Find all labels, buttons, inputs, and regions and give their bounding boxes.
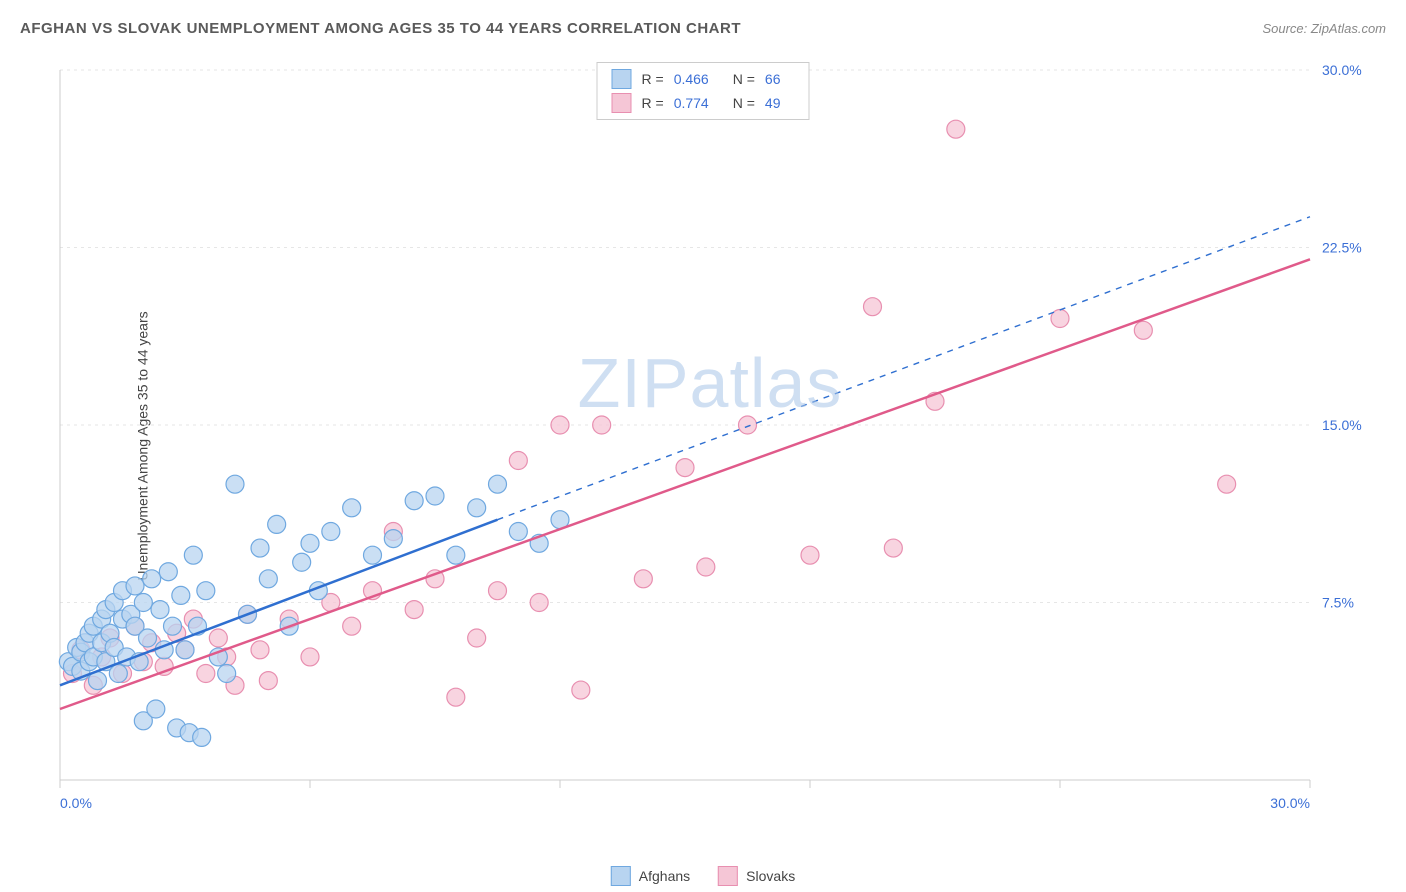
n-value: 49 — [765, 95, 781, 111]
correlation-legend: R = 0.466 N = 66 R = 0.774 N = 49 — [597, 62, 810, 120]
r-label: R = — [642, 71, 664, 87]
legend-swatch-afghan — [612, 69, 632, 89]
series-legend: Afghans Slovaks — [611, 866, 795, 886]
source-attribution: Source: ZipAtlas.com — [1262, 21, 1386, 36]
scatter-plot: 7.5% 15.0% 22.5% 30.0% 0.0% 30.0% — [50, 60, 1370, 830]
legend-row: R = 0.774 N = 49 — [612, 91, 795, 115]
r-label: R = — [642, 95, 664, 111]
chart-area: 7.5%15.0%22.5%30.0%0.0%30.0% ZIPatlas — [50, 60, 1370, 830]
legend-item: Afghans — [611, 866, 690, 886]
legend-item: Slovaks — [718, 866, 795, 886]
legend-label: Afghans — [639, 868, 690, 884]
svg-text:0.0%: 0.0% — [60, 795, 92, 811]
r-value: 0.466 — [674, 71, 709, 87]
legend-label: Slovaks — [746, 868, 795, 884]
legend-swatch-afghan — [611, 866, 631, 886]
svg-text:22.5%: 22.5% — [1322, 240, 1362, 256]
legend-row: R = 0.466 N = 66 — [612, 67, 795, 91]
svg-text:7.5%: 7.5% — [1322, 595, 1354, 611]
legend-swatch-slovak — [718, 866, 738, 886]
svg-text:30.0%: 30.0% — [1270, 795, 1310, 811]
legend-swatch-slovak — [612, 93, 632, 113]
n-label: N = — [733, 95, 755, 111]
chart-title: AFGHAN VS SLOVAK UNEMPLOYMENT AMONG AGES… — [20, 20, 741, 37]
svg-text:30.0%: 30.0% — [1322, 62, 1362, 78]
n-label: N = — [733, 71, 755, 87]
svg-text:15.0%: 15.0% — [1322, 417, 1362, 433]
n-value: 66 — [765, 71, 781, 87]
r-value: 0.774 — [674, 95, 709, 111]
